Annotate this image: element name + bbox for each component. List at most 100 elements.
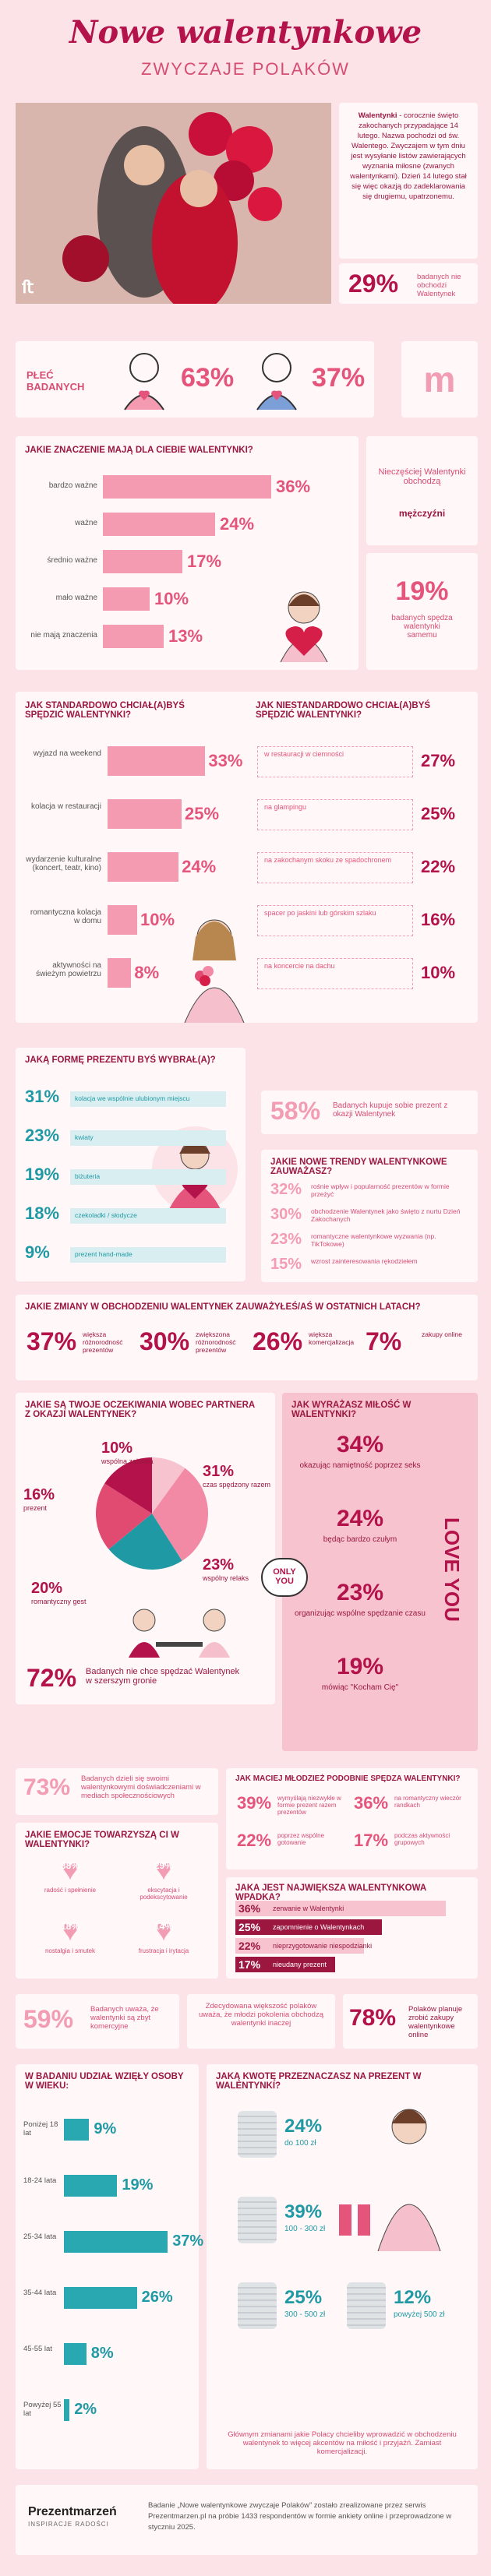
age-row-label: 35-44 lata (23, 2289, 57, 2297)
meaning-row-bar (103, 625, 164, 648)
trends-question: JAKIE NOWE TRENDY WALENTYNKOWE ZAUWAŻASZ… (270, 1158, 447, 1176)
young-item-label: wymyślają niezwykłe w formie prezent raz… (277, 1795, 341, 1816)
nonstandard-row-value: 16% (421, 910, 456, 929)
amount-item-label: do 100 zł (284, 2139, 316, 2148)
change-item-value: 37% (26, 1327, 77, 1355)
self-gift-card: 58% Badanych kupuje sobie prezent z okaz… (261, 1091, 478, 1134)
expectations-pie-chart (96, 1457, 208, 1570)
pie-label-value: 31% (203, 1463, 235, 1480)
impact-row-value: 36% (238, 1902, 261, 1915)
pie-label: 16% prezent (23, 1486, 101, 1512)
trend-row-label: wzrost zainteresowania rękodziełem (311, 1257, 418, 1265)
pie-label: 23% wspólny relaks (203, 1556, 281, 1582)
meaning-row-label: średnio ważne (47, 556, 97, 565)
young-item-label: poprzez wspólne gotowanie (277, 1832, 325, 1846)
alone-text: badanych spędza walentynki samemu (391, 614, 453, 640)
man-icon (256, 353, 297, 411)
nonstandard-row-value: 22% (421, 857, 456, 876)
emotion-value: 38% (60, 1860, 80, 1871)
nonstandard-row-label: na zakochanym skoku ze spadochronem (264, 856, 392, 864)
trend-row-label: obchodzenie Walentynek jako święto z nur… (311, 1207, 461, 1223)
generations-text: Zdecydowana większość polaków uważa, że … (198, 2002, 323, 2028)
meaning-row-value: 36% (276, 477, 311, 496)
intro-text: - corocznie święto zakochanych przypadaj… (350, 111, 467, 201)
emotion-label: nostalgia i smutek (44, 1947, 96, 1954)
standard-row-value: 33% (208, 751, 243, 770)
social-text: Badanych dzieli się swoimi walentynkowym… (81, 1774, 201, 1800)
self-gift-value: 58% (270, 1097, 321, 1125)
pie-label-value: 20% (31, 1580, 63, 1597)
love-row-label: okazując namiętność poprzez seks (299, 1461, 421, 1470)
change-item-label: większa różnorodność prezentów (83, 1330, 123, 1354)
heart-icon: ♥ (61, 1854, 79, 1887)
alone-card: 19% badanych spędza walentynki samemu (366, 553, 478, 670)
meaning-card: JAKIE ZNACZENIE MAJĄ DLA CIEBIE WALENTYN… (16, 436, 359, 670)
standard-question: JAK STANDARDOWO CHCIAŁ(A)BYŚ SPĘDZIĆ WAL… (25, 701, 185, 720)
pie-label: 31% czas spędzony razem (203, 1463, 281, 1489)
gift-row-label: kwiaty (70, 1130, 226, 1146)
trend-row-label: rośnie wpływ i popularność prezentów w f… (311, 1182, 450, 1198)
gift-row-label: kolacja we wspólnie ulubionym miejscu (70, 1091, 226, 1107)
love-row-label: mówiąc "Kocham Cię" (321, 1683, 399, 1692)
gift-row-value: 19% (25, 1165, 60, 1184)
not-celebrating-card: 29% badanych nie obchodzi Walentynek (339, 263, 478, 304)
love-row-value: 24% (336, 1506, 384, 1531)
coin-stack-icon (238, 2111, 277, 2158)
emotion-label: radość i spełnienie (44, 1887, 97, 1894)
standard-row-label: romantyczna kolacja w domu (30, 908, 101, 925)
footer: Prezentmarzeń INSPIRACJE RADOŚCI Badanie… (16, 2485, 478, 2555)
amount-note: Głównym zmianami jakie Polacy chcieliby … (228, 2430, 457, 2456)
emotions-question: JAKIE EMOCJE TOWARZYSZĄ CI W WALENTYNKI? (25, 1831, 179, 1849)
online-card: 78% Polaków planuje zrobić zakupy walent… (343, 1994, 478, 2049)
impact-card: JAKA JEST NAJWIĘKSZA WALENTYNKOWA WPADKA… (226, 1877, 478, 1979)
men-value: 37% (312, 363, 366, 393)
pie-label-text: czas spędzony razem (203, 1481, 271, 1489)
nonstandard-row-label: spacer po jaskini lub górskim szlaku (264, 909, 376, 917)
standard-row-bar (108, 852, 179, 882)
love-card: JAK WYRAŻASZ MIŁOŚĆ W WALENTYNKI? LOVE Y… (282, 1393, 478, 1751)
age-row-bar (64, 2287, 137, 2309)
amount-question: JAKĄ KWOTĘ PRZEZNACZASZ NA PREZENT W WAL… (216, 2072, 422, 2091)
not-celebrating-text: badanych nie obchodzi Walentynek (417, 273, 461, 298)
love-you-vertical: LOVE YOU (440, 1517, 464, 1622)
nonstandard-row-value: 27% (421, 751, 456, 770)
pie-label: 10% wspólna zabawa (101, 1440, 179, 1465)
hero-photo: ﬅ (16, 103, 331, 313)
nonstandard-row-box: w restauracji w ciemności (257, 746, 413, 777)
age-row-label: Poniżej 18 lat (23, 2120, 58, 2137)
young-card: JAK MACIEJ MŁODZIEŻ PODOBNIE SPĘDZA WALE… (226, 1768, 478, 1869)
emotion-heart: ♥ 29% ekscytacja i podekscytowanie (125, 1854, 203, 1908)
pie-label-text: prezent (23, 1504, 48, 1512)
gift-card: JAKĄ FORMĘ PREZENTU BYŚ WYBRAŁ(A)? 31% ko… (16, 1048, 246, 1281)
gender-label: PŁEĆ BADANYCH (26, 369, 85, 393)
amount-item-label: 100 - 300 zł (284, 2225, 326, 2233)
impact-row-value: 17% (238, 1958, 261, 1971)
meaning-row-label: bardzo ważne (48, 481, 97, 490)
meaning-question: JAKIE ZNACZENIE MAJĄ DLA CIEBIE WALENTYN… (25, 446, 253, 455)
nonstandard-question: JAK NIESTANDARDOWO CHCIAŁ(A)BYŚ SPĘDZIĆ … (256, 701, 431, 720)
nonstandard-row-label: na koncercie na dachu (264, 962, 335, 970)
impact-row-bar (235, 1957, 335, 1972)
self-gift-text: Badanych kupuje sobie prezent z okazji W… (333, 1101, 448, 1119)
heart-icon: ♥ (154, 1915, 173, 1947)
pie-label: 20% romantyczny gest (31, 1580, 109, 1605)
commercial-text: Badanych uważa, że walentynki są zbyt ko… (90, 2005, 159, 2031)
emotions-card: JAKIE EMOCJE TOWARZYSZĄ CI W WALENTYNKI?… (16, 1823, 218, 1979)
age-row-value: 9% (94, 2120, 117, 2137)
meaning-row-label: nie mają znaczenia (30, 631, 97, 640)
gift-question: JAKĄ FORMĘ PREZENTU BYŚ WYBRAŁ(A)? (25, 1055, 216, 1065)
age-row-label: Powyżej 55 lat (23, 2401, 62, 2418)
love-row-label: organizując wspólne spędzanie czasu (295, 1609, 426, 1618)
intro-text-card: Walentynki - corocznie święto zakochanyc… (339, 103, 478, 259)
pie-label-value: 10% (101, 1440, 133, 1457)
impact-question: JAKA JEST NAJWIĘKSZA WALENTYNKOWA WPADKA… (235, 1884, 426, 1902)
standard-row-bar (108, 799, 182, 829)
online-value: 78% (349, 2005, 397, 2031)
age-row-bar (64, 2231, 168, 2253)
change-item-value: 30% (140, 1327, 190, 1355)
age-row-label: 25-34 lata (23, 2232, 57, 2241)
amount-item-value: 39% (284, 2201, 323, 2222)
gift-row-value: 31% (25, 1087, 60, 1106)
standard-row-label: aktywności na świeżym powietrzu (36, 961, 101, 978)
standard-row-bar (108, 905, 137, 935)
